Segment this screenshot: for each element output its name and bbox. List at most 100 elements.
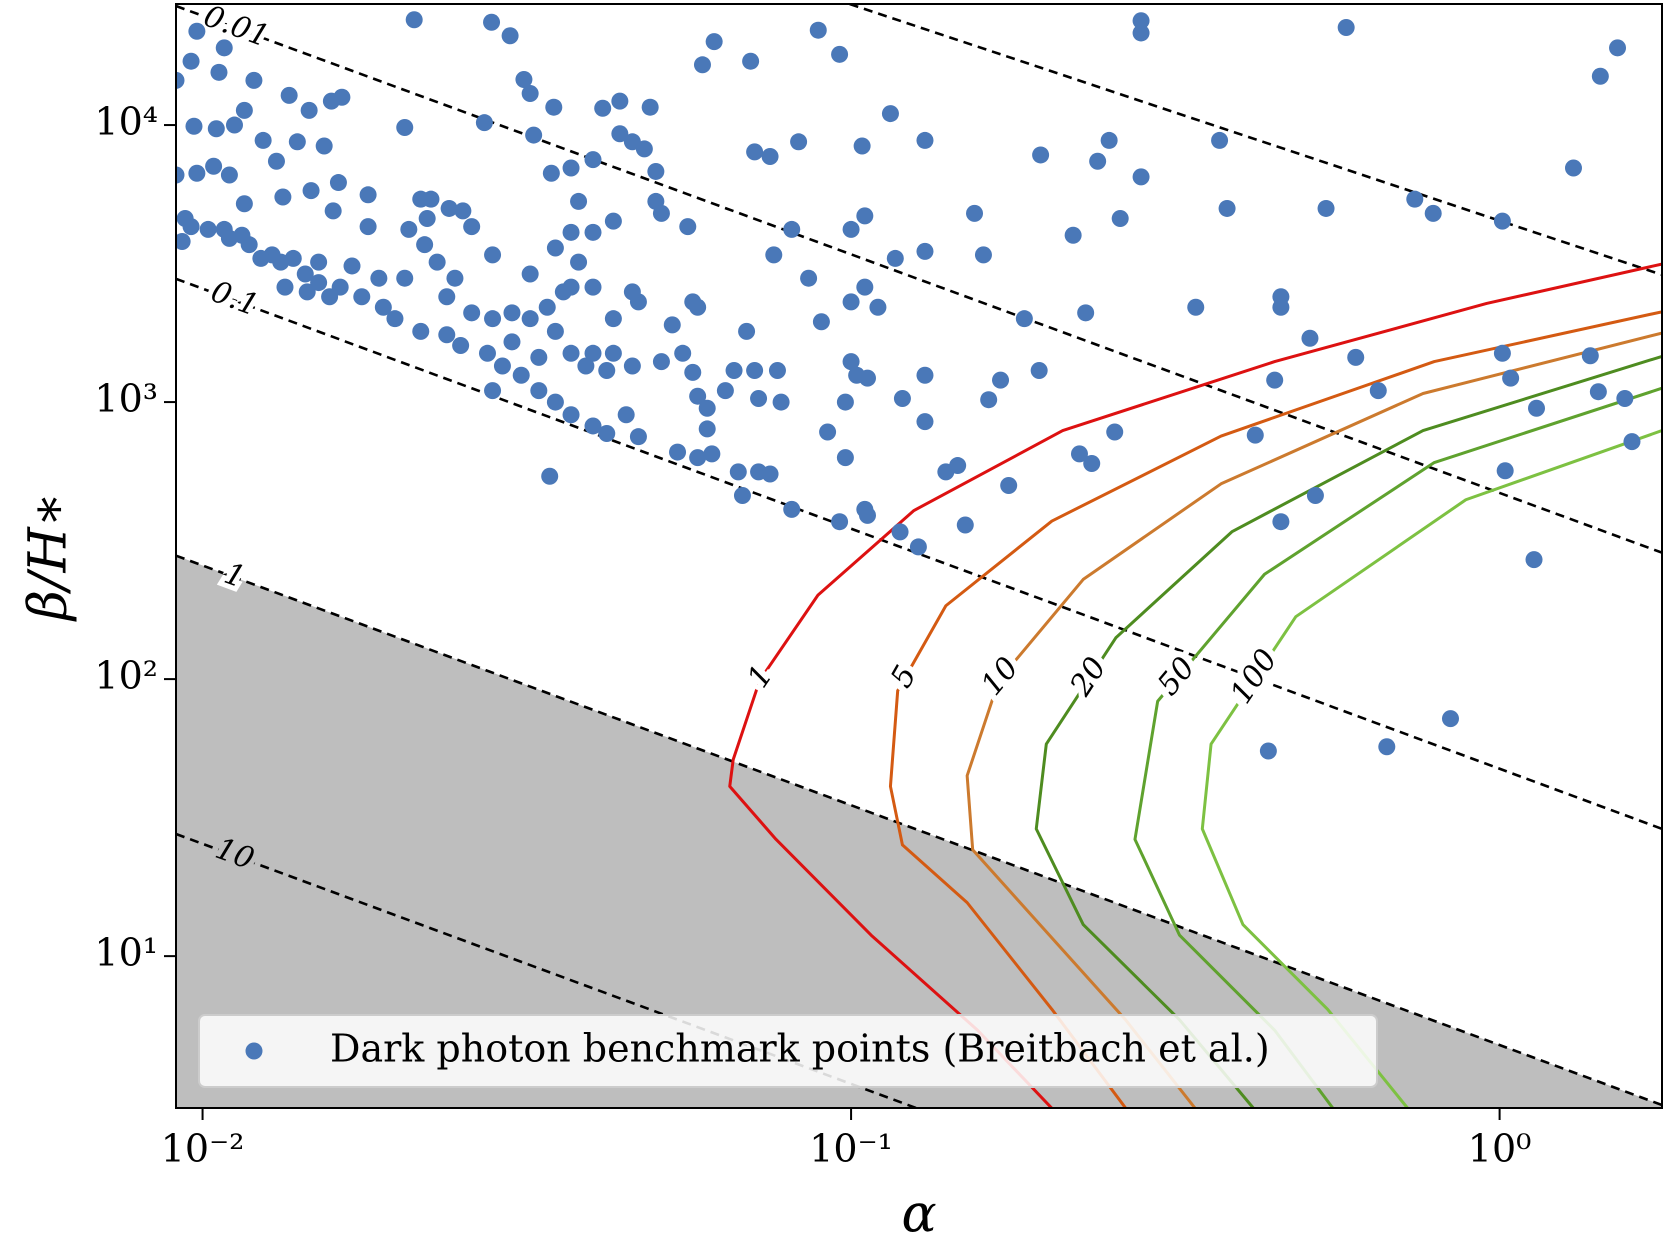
x-tick-label: 10⁻² <box>161 1127 245 1171</box>
data-point <box>1424 204 1442 222</box>
data-point <box>629 428 647 446</box>
data-point <box>623 357 641 375</box>
data-point <box>546 239 564 257</box>
data-point <box>1111 209 1129 227</box>
data-point <box>276 278 294 296</box>
data-point <box>315 137 333 155</box>
data-point <box>484 246 502 264</box>
data-point <box>493 357 511 375</box>
data-point <box>1493 212 1511 230</box>
data-point <box>836 393 854 411</box>
data-point <box>836 449 854 467</box>
data-point <box>1266 371 1284 389</box>
data-point <box>689 449 707 467</box>
data-point <box>703 445 721 463</box>
data-point <box>324 202 342 220</box>
data-point <box>1030 362 1048 380</box>
data-point <box>689 387 707 405</box>
data-point <box>1525 551 1543 569</box>
data-point <box>584 151 602 169</box>
data-point <box>1337 18 1355 36</box>
data-point <box>783 500 801 518</box>
data-point <box>577 357 595 375</box>
data-point <box>1132 24 1150 42</box>
data-point <box>881 105 899 123</box>
data-point <box>252 249 270 267</box>
contour-line <box>1034 354 1662 1108</box>
data-point <box>422 190 440 208</box>
data-point <box>185 117 203 135</box>
data-point <box>842 353 860 371</box>
data-point <box>869 298 887 316</box>
data-point <box>842 220 860 238</box>
data-point <box>1032 146 1050 164</box>
data-point <box>188 164 206 182</box>
contour-label: 20 <box>1063 651 1114 703</box>
data-point <box>1187 298 1205 316</box>
x-axis-label: α <box>901 1185 936 1242</box>
data-point <box>1077 304 1095 322</box>
data-point <box>1347 348 1365 366</box>
data-point <box>176 232 191 250</box>
contour-line <box>728 262 1662 1108</box>
data-point <box>772 393 790 411</box>
data-point <box>949 457 967 475</box>
data-point <box>452 337 470 355</box>
data-point <box>205 157 223 175</box>
data-point <box>400 220 418 238</box>
data-point <box>652 204 670 222</box>
data-point <box>562 159 580 177</box>
data-point <box>1306 487 1324 505</box>
data-point <box>321 288 339 306</box>
legend-marker <box>245 1042 263 1060</box>
data-point <box>484 310 502 328</box>
data-point <box>598 425 616 443</box>
data-point <box>359 218 377 236</box>
data-point <box>207 120 225 138</box>
data-point <box>746 143 764 161</box>
data-point <box>272 253 290 271</box>
data-point <box>280 86 298 104</box>
data-point <box>916 131 934 149</box>
data-point <box>956 516 974 534</box>
data-point <box>598 362 616 380</box>
data-point <box>858 506 876 524</box>
data-point <box>761 147 779 165</box>
data-point <box>525 126 543 144</box>
data-point <box>1070 445 1088 463</box>
data-point <box>831 513 849 531</box>
data-point <box>733 487 751 505</box>
data-point <box>176 71 185 89</box>
data-point <box>188 22 206 40</box>
data-point <box>245 71 263 89</box>
data-point <box>1211 131 1229 149</box>
dashed-line <box>176 554 1662 1107</box>
data-point <box>438 326 456 344</box>
data-point <box>220 166 238 184</box>
data-point <box>909 538 927 556</box>
data-point <box>530 382 548 400</box>
data-point <box>980 391 998 409</box>
data-point <box>853 137 871 155</box>
y-tick-label: 10⁴ <box>94 100 158 144</box>
data-point <box>831 45 849 63</box>
data-point <box>1623 433 1641 451</box>
data-point <box>693 56 711 74</box>
data-point <box>274 188 292 206</box>
data-point <box>182 52 200 70</box>
data-point <box>1609 39 1627 57</box>
data-point <box>521 265 539 283</box>
data-point <box>842 293 860 311</box>
data-point <box>438 288 456 306</box>
data-point <box>521 310 539 328</box>
data-point <box>343 257 361 275</box>
data-point <box>1259 742 1277 760</box>
data-point <box>545 98 563 116</box>
data-point <box>604 344 622 362</box>
data-point <box>199 220 217 238</box>
data-point <box>322 92 340 110</box>
y-axis-label: β/H∗ <box>19 492 79 622</box>
data-point <box>1378 738 1396 756</box>
contour-line <box>965 331 1662 1108</box>
data-point <box>858 369 876 387</box>
